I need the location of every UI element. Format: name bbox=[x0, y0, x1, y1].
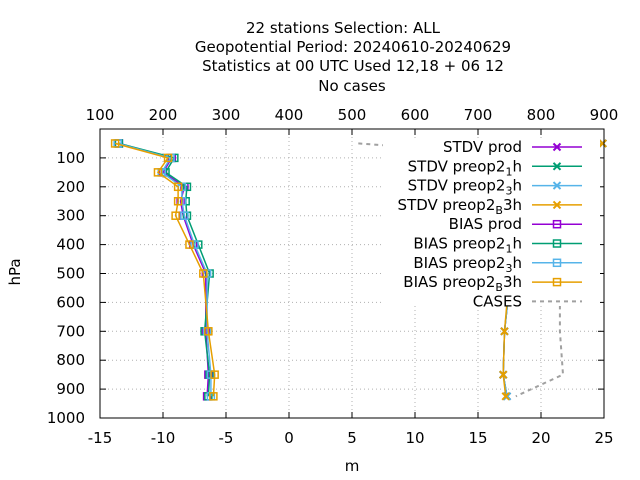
y-axis-label: hPa bbox=[6, 258, 24, 285]
series-line bbox=[118, 142, 210, 397]
x-top-tick-label: 800 bbox=[527, 106, 556, 124]
legend-marker bbox=[552, 181, 562, 190]
legend-label: BIAS prod bbox=[449, 215, 522, 233]
y-tick-label: 800 bbox=[56, 351, 85, 369]
data-point bbox=[190, 240, 199, 249]
data-point bbox=[501, 392, 510, 401]
y-tick-label: 700 bbox=[56, 322, 85, 340]
y-tick-label: 900 bbox=[56, 380, 85, 398]
legend-marker bbox=[552, 258, 562, 268]
data-point bbox=[199, 269, 208, 278]
legend-marker bbox=[552, 239, 562, 248]
legend-label: BIAS preop2B3h bbox=[403, 273, 522, 294]
x-bottom-tick-label: 20 bbox=[531, 429, 550, 447]
legend-marker bbox=[552, 277, 562, 287]
x-top-tick-label: 300 bbox=[212, 106, 241, 124]
data-point bbox=[182, 182, 192, 192]
data-point bbox=[210, 370, 219, 379]
series-4 bbox=[114, 139, 213, 401]
y-tick-label: 100 bbox=[56, 149, 85, 167]
series-line bbox=[118, 142, 211, 397]
legend-marker bbox=[552, 200, 562, 210]
data-point bbox=[500, 327, 509, 336]
title-line-2: Geopotential Period: 20240610-20240629 bbox=[195, 38, 511, 56]
data-point bbox=[153, 168, 163, 177]
x-top-tick-label: 100 bbox=[86, 106, 115, 124]
y-tick-label: 400 bbox=[56, 236, 85, 254]
data-point bbox=[204, 327, 213, 336]
series-line bbox=[117, 142, 212, 397]
legend-marker bbox=[552, 162, 562, 171]
legend-label: CASES bbox=[473, 292, 522, 310]
x-top-tick-label: 200 bbox=[149, 106, 178, 124]
x-bottom-tick-label: 25 bbox=[594, 429, 613, 447]
series-7 bbox=[110, 139, 219, 401]
x-top-tick-label: 700 bbox=[464, 106, 493, 124]
y-tick-label: 600 bbox=[56, 293, 85, 311]
y-tick-label: 500 bbox=[56, 265, 85, 283]
data-point bbox=[173, 197, 183, 206]
y-tick-label: 300 bbox=[56, 207, 85, 225]
x-bottom-tick-label: -15 bbox=[88, 429, 113, 447]
x-bottom-tick-label: 15 bbox=[468, 429, 487, 447]
legend-label: BIAS preop23h bbox=[413, 254, 522, 275]
data-point bbox=[171, 211, 180, 220]
legend-label: STDV preop23h bbox=[408, 177, 522, 198]
data-point bbox=[163, 153, 173, 163]
x-bottom-tick-label: -5 bbox=[219, 429, 234, 447]
axes: -15 -10 -5 0 5 10 15 20 25 100 200 300 400 500 600 700 8… bbox=[47, 106, 619, 447]
title-line-1: 22 stations Selection: ALL bbox=[246, 19, 441, 37]
data-point bbox=[110, 139, 120, 148]
data-point bbox=[180, 211, 189, 220]
title-line-3: Statistics at 00 UTC Used 12,18 + 06 12 bbox=[202, 57, 504, 75]
x-bottom-tick-label: 10 bbox=[405, 429, 424, 447]
x-axis-label: m bbox=[345, 457, 360, 475]
x-bottom-tick-label: 0 bbox=[284, 429, 294, 447]
series-5 bbox=[114, 139, 214, 401]
x-top-tick-label: 500 bbox=[338, 106, 367, 124]
legend-marker bbox=[552, 219, 562, 229]
y-tick-label: 200 bbox=[56, 178, 85, 196]
legend-label: STDV preop21h bbox=[408, 157, 522, 178]
legend-label: BIAS preop21h bbox=[413, 235, 522, 256]
chart-title: 22 stations Selection: ALL Geopotential … bbox=[195, 19, 511, 95]
legend-marker bbox=[552, 142, 562, 152]
x-top-tick-label: 400 bbox=[275, 106, 304, 124]
x-top-tick-label: 600 bbox=[401, 106, 430, 124]
legend-label: STDV preop2B3h bbox=[398, 196, 522, 217]
legend-label: STDV prod bbox=[443, 138, 522, 156]
data-point bbox=[173, 182, 183, 192]
x-bottom-tick-label: -10 bbox=[151, 429, 176, 447]
title-line-4: No cases bbox=[318, 77, 386, 95]
data-point bbox=[209, 392, 218, 401]
x-top-tick-label: 900 bbox=[590, 106, 619, 124]
data-point bbox=[185, 240, 194, 249]
data-point bbox=[598, 139, 607, 148]
data-point bbox=[498, 370, 508, 379]
x-bottom-tick-label: 5 bbox=[347, 429, 357, 447]
series-line bbox=[114, 142, 216, 397]
y-tick-label: 1000 bbox=[47, 409, 85, 427]
